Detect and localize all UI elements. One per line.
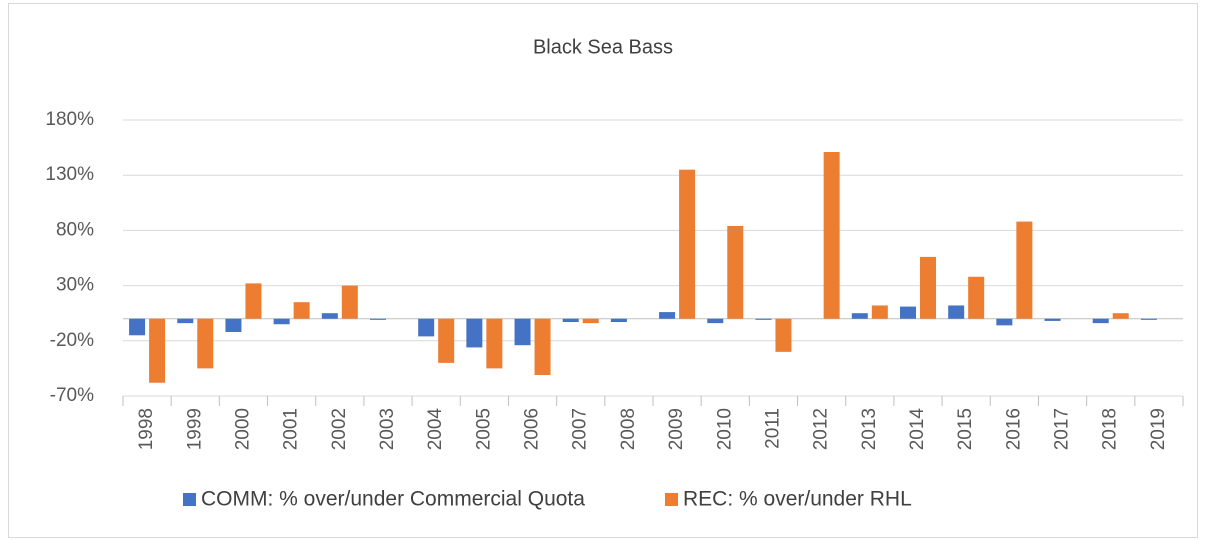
bar [534, 318, 551, 376]
x-tick-label: 2009 [666, 408, 687, 450]
y-tick-label: -70% [50, 385, 94, 406]
x-tick-label: 2005 [473, 408, 494, 450]
y-tick-label: 130% [45, 164, 94, 185]
bar [871, 305, 888, 319]
x-tick-label: 2011 [762, 408, 783, 449]
x-tick-label: 2016 [1003, 408, 1024, 450]
bar [1044, 318, 1061, 321]
y-tick-label: 80% [56, 219, 94, 240]
bar [418, 318, 435, 337]
bar [1112, 313, 1129, 319]
x-tick-label: 2007 [570, 408, 591, 450]
bar [273, 318, 290, 325]
x-tick-label: 2010 [714, 408, 735, 450]
bar [775, 318, 792, 352]
x-tick-label: 2018 [1100, 408, 1121, 450]
bar [177, 318, 194, 324]
bar [562, 318, 579, 323]
bar [149, 318, 166, 383]
bar [707, 318, 724, 324]
legend-swatch [183, 493, 196, 506]
legend-label: COMM: % over/under Commercial Quota [201, 488, 585, 511]
bar [370, 318, 386, 320]
legend-label: REC: % over/under RHL [683, 488, 912, 511]
x-tick-label: 1998 [136, 408, 157, 450]
x-tick-label: 2019 [1148, 408, 1169, 450]
bar [948, 305, 965, 319]
x-tick-label: 2003 [377, 408, 398, 450]
x-tick-label: 2015 [955, 408, 976, 450]
bar [197, 318, 214, 369]
x-tick-label: 2006 [522, 408, 543, 450]
y-tick-label: 30% [56, 275, 94, 296]
x-tick-label: 2008 [618, 408, 639, 450]
bar [1016, 221, 1033, 319]
chart-title: Black Sea Bass [533, 36, 673, 58]
bar [582, 318, 599, 324]
bar [438, 318, 455, 363]
x-tick-label: 2013 [859, 408, 880, 450]
y-tick-label: -20% [50, 330, 94, 351]
bar [851, 313, 868, 319]
chart-border [8, 3, 1198, 538]
x-tick-label: 2000 [232, 408, 253, 450]
bar [1140, 318, 1157, 320]
bar [920, 256, 936, 319]
bar [293, 302, 310, 319]
x-tick-label: 2004 [425, 408, 446, 451]
bar [245, 283, 262, 319]
bar [968, 276, 985, 319]
bar [610, 318, 627, 323]
y-tick-label: 180% [45, 109, 94, 130]
bar [823, 152, 840, 319]
bar [225, 318, 242, 332]
bar [514, 318, 531, 346]
bar [341, 285, 358, 319]
bar [129, 318, 146, 336]
bar [727, 225, 744, 319]
legend-swatch [665, 493, 678, 506]
bar [659, 312, 676, 319]
bar [900, 306, 916, 319]
x-tick-label: 2017 [1052, 408, 1073, 450]
bar [486, 318, 503, 369]
x-tick-label: 2001 [281, 408, 302, 450]
bar [996, 318, 1013, 326]
x-tick-label: 1999 [184, 408, 205, 450]
bar [466, 318, 483, 348]
x-tick-label: 2014 [907, 408, 928, 451]
bar [1092, 318, 1109, 324]
bar [755, 318, 772, 320]
bar [679, 169, 696, 319]
x-tick-label: 2002 [329, 408, 350, 450]
x-tick-label: 2012 [811, 408, 832, 450]
bar [321, 313, 338, 319]
